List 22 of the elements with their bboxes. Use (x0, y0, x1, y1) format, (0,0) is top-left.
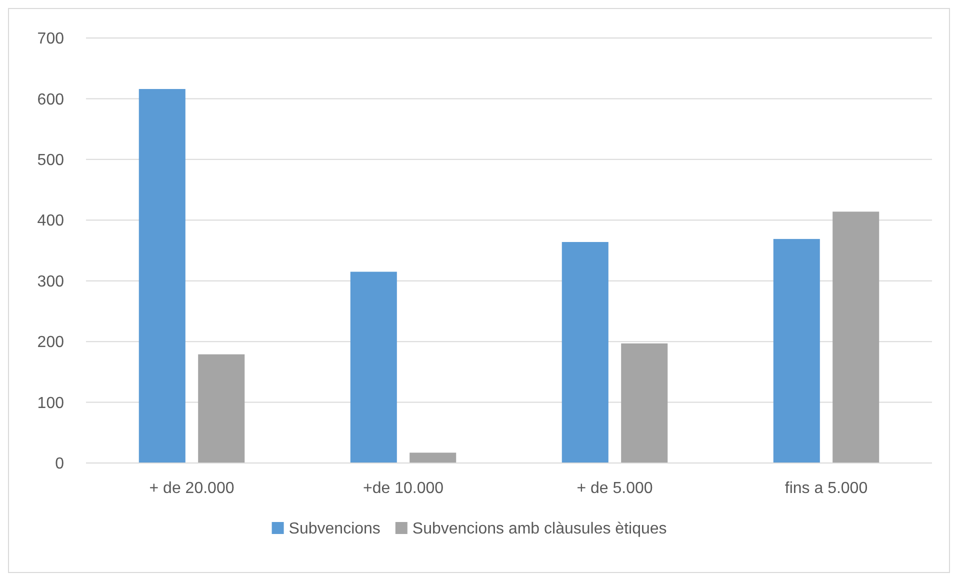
y-tick-label: 100 (37, 394, 64, 412)
bar (773, 238, 820, 463)
x-tick-label: + de 20.000 (149, 480, 234, 497)
x-tick-label: fins a 5.000 (784, 480, 868, 497)
y-tick-label: 400 (37, 212, 64, 230)
bar (350, 272, 397, 463)
bar (410, 452, 456, 463)
y-tick-label: 600 (37, 91, 64, 108)
bar (138, 89, 186, 463)
y-tick-label: 300 (37, 273, 64, 290)
y-tick-label: 0 (55, 456, 64, 473)
bar (621, 343, 668, 463)
bar (562, 242, 608, 463)
y-tick-label: 500 (37, 152, 64, 170)
legend-label: Subvencions amb clàusules ètiques (412, 520, 667, 538)
x-tick-label: +de 10.000 (362, 480, 444, 497)
x-tick-label: + de 5.000 (576, 480, 653, 497)
y-tick-label: 200 (37, 334, 64, 352)
y-tick-label: 700 (37, 30, 64, 48)
bar (198, 354, 245, 463)
bar (832, 212, 880, 463)
legend-label: Subvencions (288, 520, 380, 538)
